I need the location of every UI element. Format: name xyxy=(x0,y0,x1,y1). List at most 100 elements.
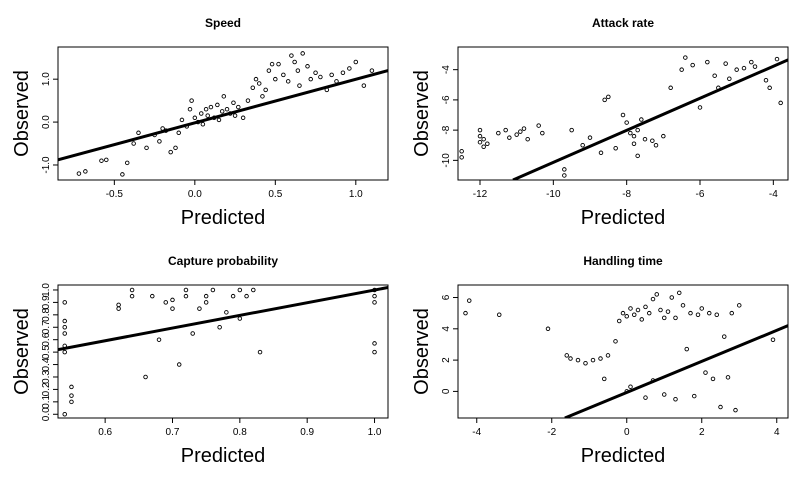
data-point xyxy=(692,393,697,399)
data-point xyxy=(173,145,178,151)
chart-panel-1: Speed -0.5 0.0 0.5 1.0 -1.0 0.0 1.0 Predicted Obs… xyxy=(11,16,389,229)
data-point xyxy=(723,61,728,66)
y-tick-label: 2 xyxy=(441,357,452,363)
y-tick-label: 0.2 xyxy=(41,382,52,396)
data-point xyxy=(679,67,684,72)
data-point xyxy=(266,68,272,73)
data-point xyxy=(643,304,648,310)
data-point xyxy=(695,312,701,317)
data-point xyxy=(231,100,236,106)
data-point xyxy=(245,98,251,103)
y-tick-label: 1.0 xyxy=(41,283,52,297)
data-point xyxy=(116,302,121,308)
y-axis-label: Observed xyxy=(11,308,33,395)
plot-frame xyxy=(457,46,789,181)
data-point xyxy=(624,314,630,319)
data-point xyxy=(583,360,588,366)
data-point xyxy=(216,117,222,123)
data-point xyxy=(669,295,675,300)
data-point xyxy=(631,141,637,146)
data-point xyxy=(683,55,688,60)
data-point xyxy=(662,392,667,397)
data-point xyxy=(124,160,130,166)
fit-line xyxy=(512,58,788,180)
data-point xyxy=(654,292,660,297)
data-point xyxy=(477,139,483,145)
y-tick-label: 0.0 xyxy=(41,407,52,421)
data-point xyxy=(624,120,629,125)
data-point xyxy=(712,73,717,78)
y-tick-label: 0.5 xyxy=(41,345,52,359)
y-tick-label: 0.6 xyxy=(41,332,52,346)
data-point xyxy=(203,293,209,299)
data-point xyxy=(639,317,645,322)
data-point xyxy=(714,312,720,317)
data-point xyxy=(136,130,141,136)
data-point xyxy=(481,144,486,149)
data-point xyxy=(208,104,214,110)
data-point xyxy=(568,356,573,361)
data-point xyxy=(144,145,149,151)
data-point xyxy=(200,121,206,127)
data-point xyxy=(722,334,727,339)
data-point xyxy=(237,287,243,293)
data-point xyxy=(580,142,585,148)
data-point xyxy=(251,287,256,293)
data-point xyxy=(703,370,708,375)
data-point xyxy=(710,376,716,382)
data-point xyxy=(340,70,346,75)
x-tick-label: -10 xyxy=(546,189,561,200)
data-point xyxy=(83,169,88,174)
data-point xyxy=(521,126,527,131)
data-point xyxy=(767,85,772,91)
data-point xyxy=(372,349,377,355)
data-point xyxy=(192,115,198,121)
data-point xyxy=(269,61,275,67)
data-point xyxy=(131,141,136,146)
data-point xyxy=(653,142,659,148)
y-tick-label: 0.9 xyxy=(41,295,52,309)
y-tick-label: 0 xyxy=(441,388,452,394)
data-point xyxy=(305,64,310,69)
fit-line xyxy=(58,69,388,162)
data-point xyxy=(647,310,652,316)
y-tick-label: -6 xyxy=(441,95,452,104)
data-point xyxy=(684,346,690,352)
chart-title: Speed xyxy=(205,16,241,30)
data-point xyxy=(369,68,375,73)
x-tick-label: 0.8 xyxy=(233,427,247,438)
y-tick-label: 1.0 xyxy=(41,72,52,86)
data-point xyxy=(197,306,202,311)
data-point xyxy=(263,87,268,93)
data-point xyxy=(260,94,265,99)
chart-panel-2: Attack rate -12 -10 -8 -6 -4 -10 -8 -6 -4 Predicte… xyxy=(411,16,789,229)
x-tick-label: 0.0 xyxy=(188,189,202,200)
data-point xyxy=(240,115,246,121)
data-point xyxy=(639,117,644,122)
x-axis-label: Predicted xyxy=(181,445,266,467)
data-point xyxy=(661,133,666,139)
data-point xyxy=(485,141,490,146)
data-point xyxy=(606,94,611,100)
data-point xyxy=(628,384,633,389)
data-point xyxy=(727,76,732,81)
data-point xyxy=(481,136,486,142)
data-point xyxy=(680,303,686,308)
data-point xyxy=(749,59,754,65)
data-point xyxy=(774,56,780,62)
plot-frame xyxy=(57,46,389,181)
data-point xyxy=(244,293,249,299)
data-point xyxy=(215,102,220,108)
y-tick-label: -10 xyxy=(441,153,452,168)
data-point xyxy=(224,310,229,315)
data-point xyxy=(605,353,611,358)
data-point xyxy=(329,72,334,78)
data-point xyxy=(372,293,377,299)
data-point xyxy=(292,59,297,65)
data-point xyxy=(562,173,567,178)
y-tick-label: 0.1 xyxy=(41,394,52,408)
data-point xyxy=(372,300,377,305)
data-point xyxy=(632,312,637,317)
data-point xyxy=(273,76,278,82)
